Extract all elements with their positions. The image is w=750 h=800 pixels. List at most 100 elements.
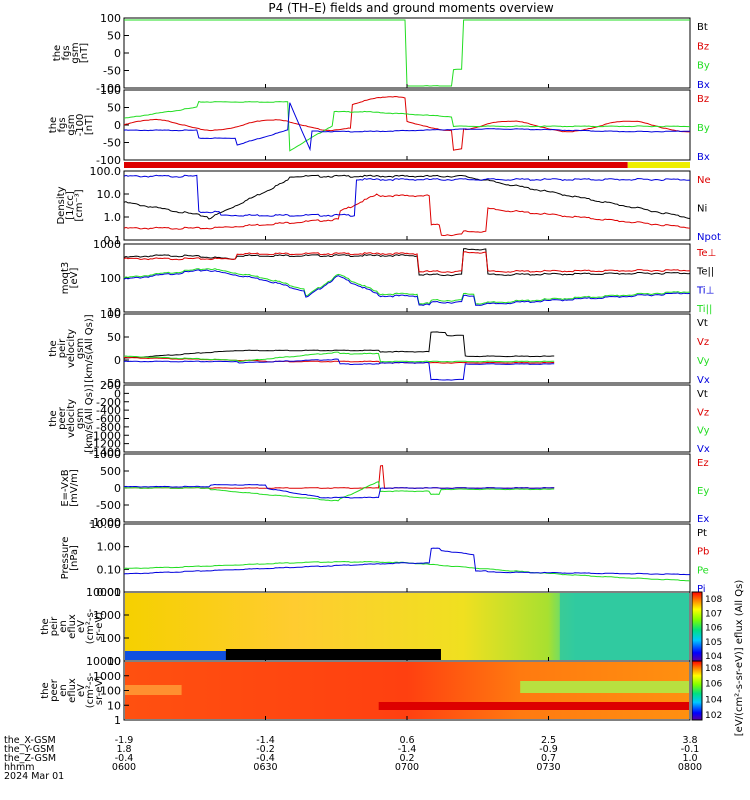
y-tick-label: 0 (114, 47, 121, 60)
y-axis-label-line: gsm (66, 114, 77, 135)
legend-Vt: Vt (697, 389, 708, 400)
y-axis-label: moqt3[eV] (60, 262, 80, 295)
y-axis-label-line: gsm (75, 338, 86, 359)
ephem-value: -0.9 (539, 744, 558, 755)
y-axis-label-line: peir (49, 616, 60, 636)
y-tick-label: 0 (114, 482, 121, 495)
legend-Pb: Pb (697, 547, 709, 558)
legend-By: By (697, 123, 710, 134)
series-Ez (123, 465, 555, 489)
spectrogram-band (378, 702, 689, 710)
y-axis-label-line: eflux (67, 678, 78, 703)
mode-bar-slow (627, 162, 690, 168)
ephem-value: -0.1 (681, 744, 700, 755)
series-Npot (123, 174, 691, 217)
y-tick-label: 0 (114, 387, 121, 400)
ephem-value: 3.8 (682, 735, 697, 746)
colorbar-tick-label: 105 (705, 638, 722, 648)
colorbar-tick-label: 104 (705, 695, 722, 705)
series-Ne (123, 193, 691, 237)
ephem-value: 0630 (253, 762, 277, 773)
ephem-row-label: the_Z-GSM (4, 753, 56, 764)
y-tick-label: 50 (107, 331, 121, 344)
y-axis-label-line: fgs (57, 117, 68, 132)
y-tick-label: 1000 (93, 238, 121, 251)
y-tick-label: -800 (96, 421, 121, 434)
y-axis-label-line: the (48, 117, 59, 133)
y-axis-label-line: the (48, 410, 59, 426)
ephem-value: -1.9 (115, 735, 134, 746)
y-axis-label-line: eflux (67, 614, 78, 639)
y-tick-label: -400 (96, 404, 121, 417)
colorbar-tick-label: 102 (705, 711, 722, 721)
ephem-value: 0800 (678, 762, 702, 773)
y-axis-label-line: [km/s(All Qs)] (84, 384, 95, 452)
spectrogram-band (559, 593, 689, 660)
y-axis-label-line: the (52, 45, 63, 61)
legend-Pe: Pe (697, 565, 709, 576)
series-Vx (123, 358, 555, 381)
figure-title: P4 (TH–E) fields and ground moments over… (268, 1, 553, 15)
series-Ti⊥ (123, 269, 691, 306)
y-tick-label: 10 (107, 699, 121, 712)
panel-frame (123, 384, 691, 453)
legend-Te||: Te|| (696, 267, 714, 278)
y-tick-label: 10 (107, 306, 121, 319)
panel-p3: 100.0 10.0 1.0 0.1 Density[1/cc][cm⁻³] Ne Ni Np… (56, 165, 721, 247)
y-axis-label-line: (cm²-s- (85, 608, 96, 644)
y-tick-label: -50 (103, 137, 121, 150)
legend-Vx: Vx (697, 444, 710, 455)
y-axis-label: Density[1/cc][cm⁻³] (56, 186, 85, 224)
series-Ex (123, 483, 555, 499)
y-axis-label-line: the (40, 618, 51, 634)
colorbar-tick-label: 104 (705, 652, 722, 662)
ephem-value: -1.4 (398, 744, 417, 755)
y-tick-label: 50 (107, 102, 121, 115)
y-tick-label: -100 (96, 154, 121, 167)
spectrogram-band (125, 685, 182, 695)
legend-Ni: Ni (697, 204, 707, 215)
y-tick-label: 200 (100, 379, 121, 392)
legend-Vx: Vx (697, 375, 710, 386)
y-axis-label-line: sr-eV) (94, 612, 105, 641)
panel-p5: 100 50 0 -50 thepeirvelocitygsm[km/s(All Qs)… (48, 308, 710, 390)
spectrogram-band (520, 681, 689, 693)
y-axis-label-line: moqt3 (60, 262, 71, 295)
y-tick-label: 100 (100, 308, 121, 321)
y-tick-label: 0.1 (104, 234, 122, 247)
y-axis-label-line: velocity (66, 329, 77, 368)
legend-Vt: Vt (697, 318, 708, 329)
y-axis-label: thefgsgsm[nT] (52, 42, 90, 63)
panel-p10: 100001000100101thepeerenefluxeV(cm²-s-sr… (40, 655, 691, 727)
colorbar-tick-label: 108 (705, 595, 722, 605)
ephem-value: 0.7 (541, 753, 556, 764)
spectrogram-band (225, 649, 441, 660)
panel-p8: 10.00 1.00 0.10 0.01 Pressure[nPa] Pt Pb Pe Pi (60, 518, 709, 599)
ephem-value: 0.2 (399, 753, 414, 764)
y-axis-label-line: [nT] (84, 115, 95, 135)
y-axis-label-line: fgs (61, 45, 72, 60)
legend-Ti||: Ti|| (696, 304, 712, 315)
y-axis-label-line: -100 (75, 114, 86, 137)
legend-Vz: Vz (697, 407, 709, 418)
y-tick-label: 1000 (93, 448, 121, 461)
series-Bz (123, 95, 691, 151)
series-Vt (123, 331, 555, 359)
series-Bx (123, 102, 691, 152)
y-axis-label-line: [nT] (79, 43, 90, 63)
y-axis-label-line: peer (57, 406, 68, 430)
y-axis-label-line: peer (49, 678, 60, 702)
y-tick-label: 1 (114, 714, 121, 727)
ephem-row-label: the_Y-GSM (4, 744, 54, 755)
legend-Ne: Ne (697, 175, 711, 186)
y-tick-label: 1000 (93, 670, 121, 683)
legend-Vy: Vy (697, 426, 710, 437)
series-Vy (123, 351, 555, 363)
y-axis-label-line: en (58, 620, 69, 633)
y-axis-label-line: peir (57, 338, 68, 358)
y-tick-label: 500 (100, 465, 121, 478)
ephem-value: -1.4 (256, 735, 275, 746)
series-Ti|| (123, 268, 691, 305)
